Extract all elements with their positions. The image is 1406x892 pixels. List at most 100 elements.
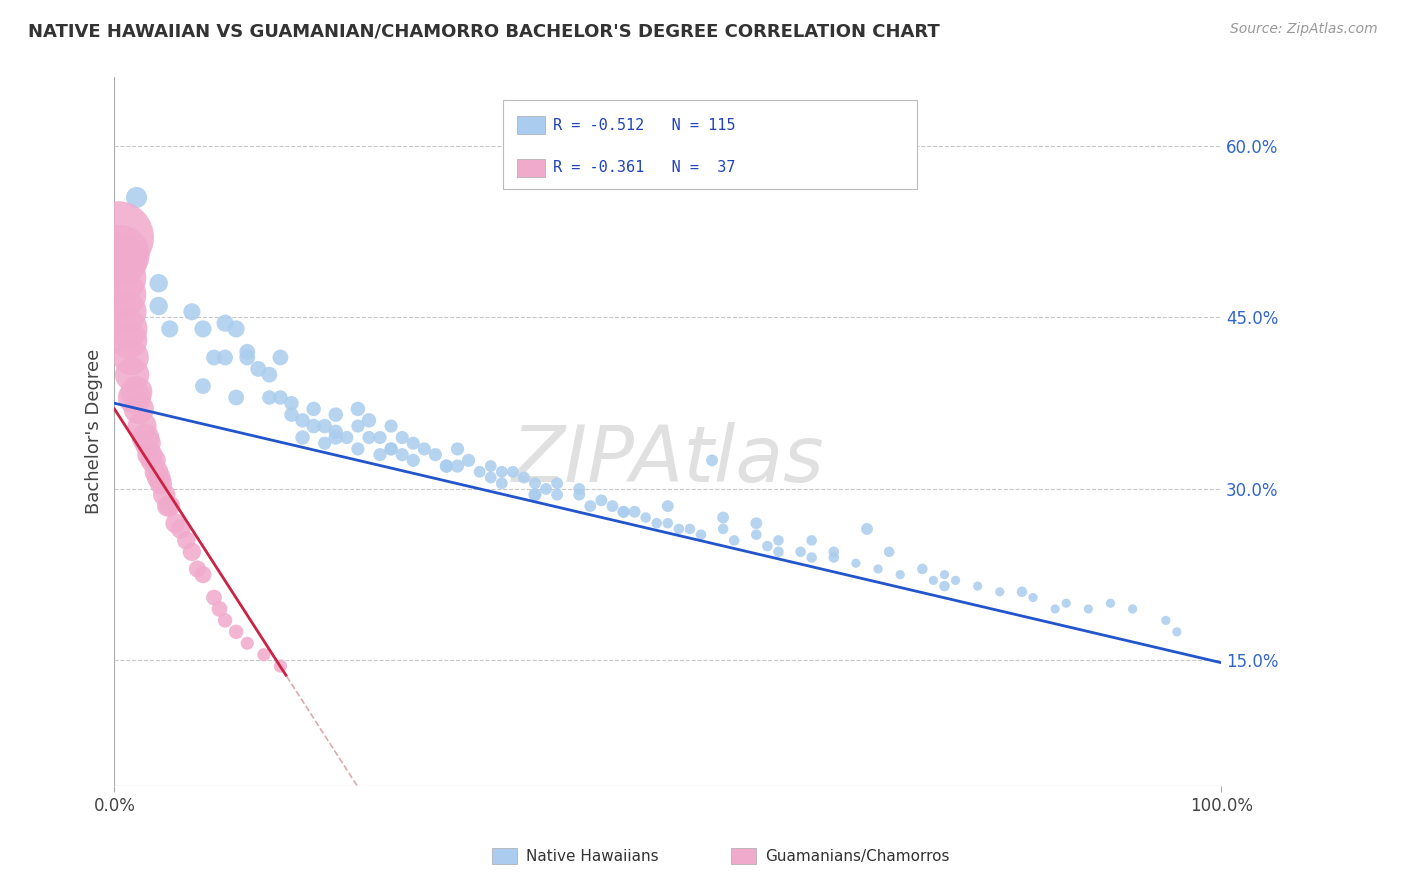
Text: Guamanians/Chamorros: Guamanians/Chamorros xyxy=(765,849,949,863)
Point xyxy=(108,247,131,261)
Text: R = -0.512   N = 115: R = -0.512 N = 115 xyxy=(554,118,735,133)
Point xyxy=(1122,602,1144,616)
Point xyxy=(523,488,546,502)
Point xyxy=(1077,602,1099,616)
Point xyxy=(117,322,139,336)
Text: Native Hawaiians: Native Hawaiians xyxy=(526,849,658,863)
Point xyxy=(269,391,291,405)
Point xyxy=(291,430,314,444)
Point xyxy=(491,476,513,491)
Point xyxy=(502,465,524,479)
Point xyxy=(823,545,845,559)
Point xyxy=(612,505,634,519)
Point xyxy=(1043,602,1066,616)
Point xyxy=(149,476,172,491)
Point xyxy=(645,516,668,531)
Point xyxy=(148,470,170,484)
Point xyxy=(357,430,380,444)
Point xyxy=(823,550,845,565)
Point xyxy=(253,648,276,662)
Point xyxy=(180,545,202,559)
Point xyxy=(380,442,402,456)
Point xyxy=(159,499,181,513)
Point xyxy=(325,425,347,439)
Point xyxy=(546,488,568,502)
Point xyxy=(768,533,790,548)
Point xyxy=(468,465,491,479)
Point xyxy=(156,499,179,513)
Point xyxy=(134,430,156,444)
Point xyxy=(368,448,391,462)
Text: ZIPAtlas: ZIPAtlas xyxy=(512,422,824,498)
Point xyxy=(225,624,247,639)
Point xyxy=(214,614,236,628)
Point xyxy=(1099,596,1122,610)
Point xyxy=(391,448,413,462)
Point xyxy=(208,602,231,616)
Point xyxy=(568,488,591,502)
Point xyxy=(523,476,546,491)
Point xyxy=(856,522,879,536)
Point xyxy=(723,533,745,548)
Point xyxy=(457,453,479,467)
Point xyxy=(988,584,1011,599)
Point xyxy=(125,190,148,204)
Point xyxy=(111,253,134,268)
Point xyxy=(145,465,167,479)
Point xyxy=(756,539,779,553)
Point xyxy=(302,419,325,434)
Point xyxy=(347,442,370,456)
Point xyxy=(148,276,170,290)
Point xyxy=(446,442,468,456)
Point xyxy=(180,305,202,319)
Point xyxy=(368,430,391,444)
Point xyxy=(546,476,568,491)
Point xyxy=(523,488,546,502)
Point xyxy=(136,436,159,450)
Point xyxy=(191,567,214,582)
Point xyxy=(800,533,823,548)
Text: NATIVE HAWAIIAN VS GUAMANIAN/CHAMORRO BACHELOR'S DEGREE CORRELATION CHART: NATIVE HAWAIIAN VS GUAMANIAN/CHAMORRO BA… xyxy=(28,22,939,40)
Point xyxy=(236,351,259,365)
Point xyxy=(148,299,170,313)
Point xyxy=(491,465,513,479)
Point xyxy=(191,322,214,336)
Point xyxy=(280,396,302,410)
Point xyxy=(711,522,734,536)
Point xyxy=(142,453,165,467)
Point xyxy=(1022,591,1045,605)
Point xyxy=(120,351,142,365)
Point xyxy=(107,230,129,244)
Point xyxy=(711,510,734,524)
Point xyxy=(131,419,153,434)
Point xyxy=(768,545,790,559)
Point xyxy=(413,442,436,456)
Point xyxy=(479,459,502,474)
Point xyxy=(191,379,214,393)
Point xyxy=(247,362,270,376)
Point xyxy=(591,493,613,508)
Point xyxy=(380,442,402,456)
Point xyxy=(425,448,447,462)
Point xyxy=(121,368,143,382)
Point xyxy=(436,459,458,474)
Point xyxy=(336,430,359,444)
Point xyxy=(202,591,225,605)
Point xyxy=(269,659,291,673)
Point xyxy=(176,533,198,548)
Point xyxy=(165,516,187,531)
Point xyxy=(1011,584,1033,599)
Point xyxy=(112,287,135,301)
Point xyxy=(347,419,370,434)
Point xyxy=(579,499,602,513)
Point xyxy=(108,270,131,285)
Point xyxy=(291,413,314,427)
Point xyxy=(745,527,768,541)
Point xyxy=(159,322,181,336)
Point xyxy=(966,579,988,593)
Point xyxy=(657,499,679,513)
Point xyxy=(612,505,634,519)
Point xyxy=(125,384,148,399)
Point xyxy=(436,459,458,474)
Point xyxy=(845,556,868,570)
